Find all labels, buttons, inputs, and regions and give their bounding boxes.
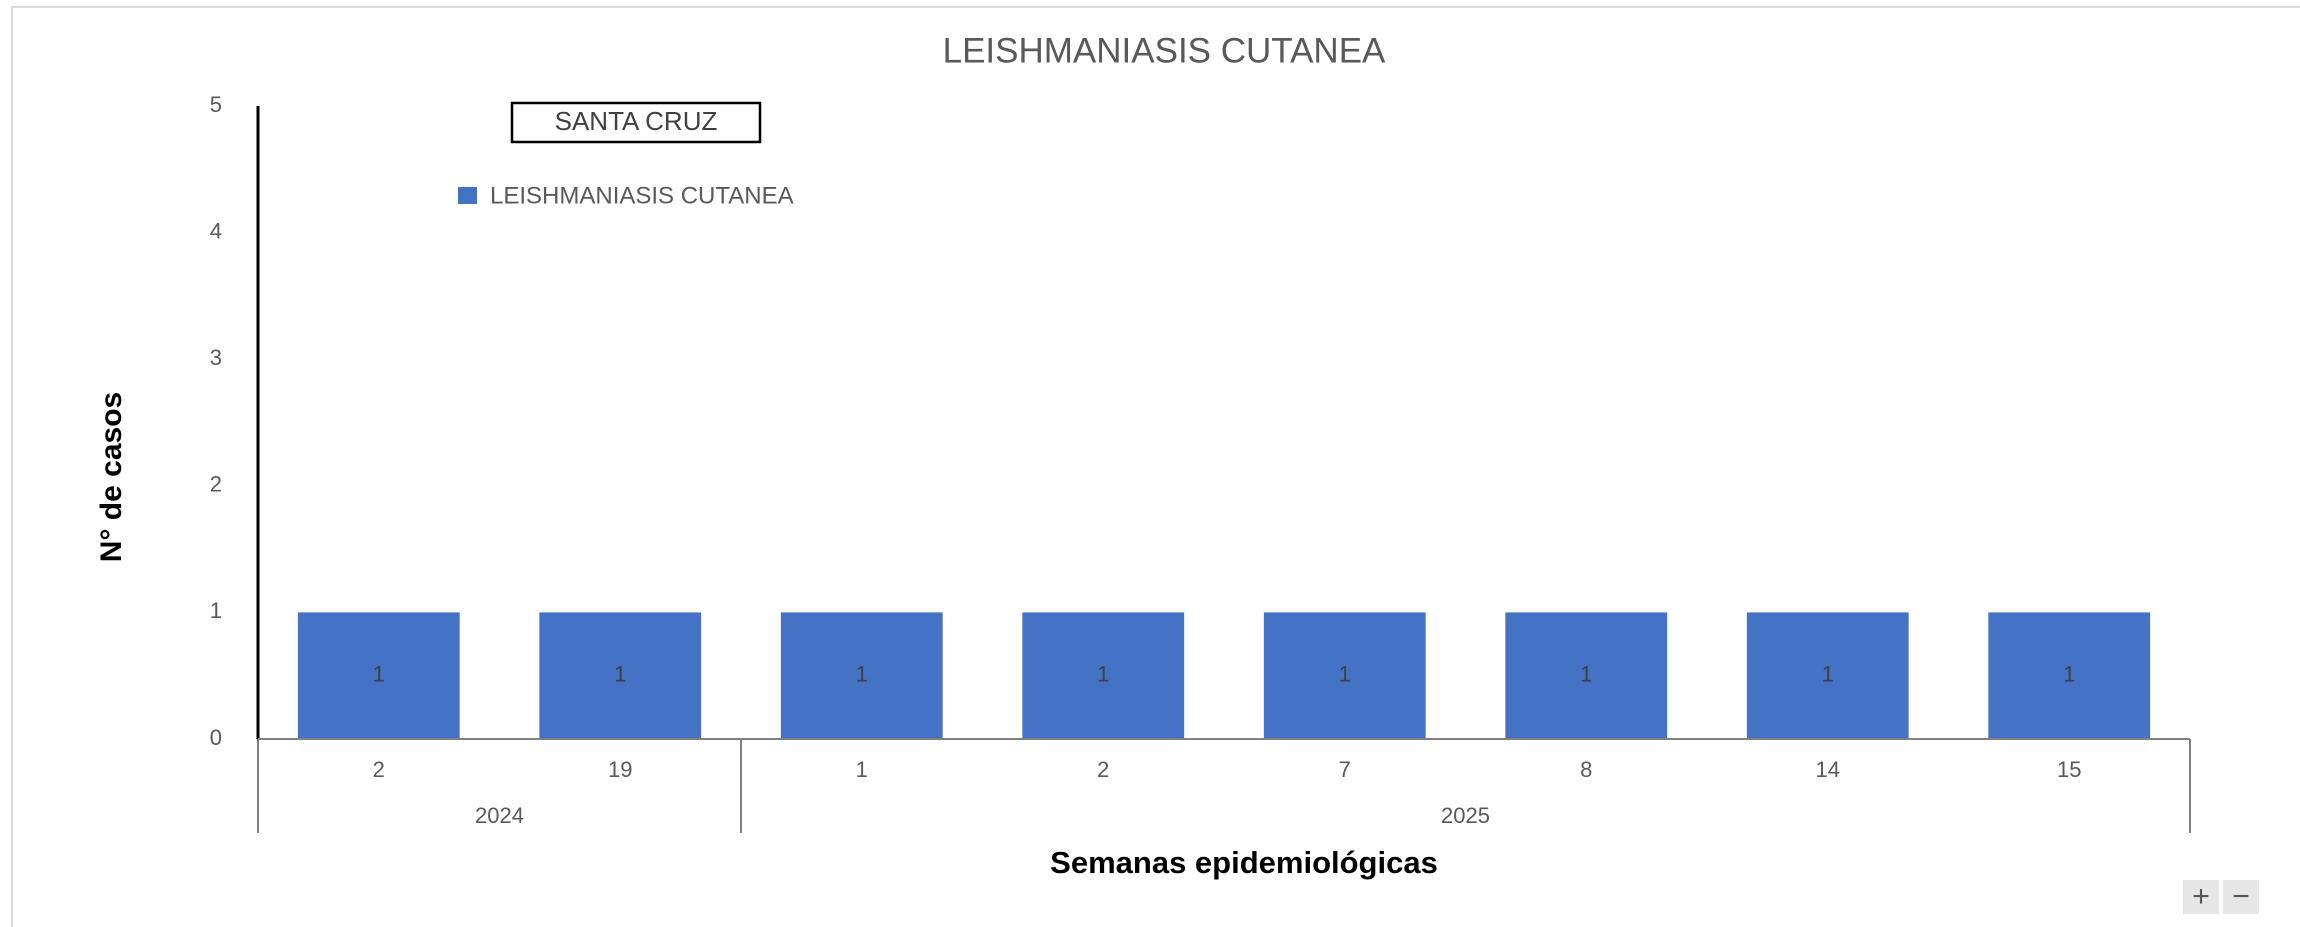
chart-frame <box>11 6 2300 927</box>
zoom-out[interactable]: − <box>2232 880 2250 913</box>
x-tick-label: 14 <box>1816 757 1840 782</box>
x-tick-label: 15 <box>2057 757 2081 782</box>
bar <box>297 612 460 739</box>
data-label: 1 <box>1580 662 1592 687</box>
data-label: 1 <box>1822 662 1834 687</box>
group-label: 2024 <box>475 803 524 828</box>
x-tick-label: 7 <box>1339 757 1351 782</box>
x-tick-label: 2 <box>1097 757 1109 782</box>
legend-swatch <box>458 187 477 204</box>
zoom-in[interactable]: + <box>2192 880 2210 913</box>
x-tick-label: 19 <box>608 757 632 782</box>
annotation-box <box>510 101 762 144</box>
data-label: 1 <box>1097 662 1109 687</box>
annotation: SANTA CRUZ <box>555 106 718 136</box>
bar <box>1022 612 1185 739</box>
x-axis-label: Semanas epidemiológicas <box>1050 845 1438 880</box>
x-tick-label: 8 <box>1580 757 1592 782</box>
y-tick-label: 4 <box>210 218 222 243</box>
bar <box>1988 612 2151 739</box>
bar <box>780 612 943 739</box>
x-tick-label: 1 <box>856 757 868 782</box>
data-label: 1 <box>373 662 385 687</box>
zoom-out-button[interactable] <box>2223 880 2259 914</box>
y-tick-label: 2 <box>210 472 222 497</box>
y-axis-label: N° de casos <box>95 392 128 562</box>
bar <box>1263 612 1426 739</box>
chart-title: LEISHMANIASIS CUTANEA <box>943 31 1386 70</box>
data-label: 1 <box>856 662 868 687</box>
legend-label: LEISHMANIASIS CUTANEA <box>490 182 794 209</box>
bar <box>539 612 702 739</box>
bar <box>1505 612 1668 739</box>
y-tick-label: 3 <box>210 345 222 370</box>
data-label: 1 <box>1339 662 1351 687</box>
data-label: 1 <box>2063 662 2075 687</box>
group-label: 2025 <box>1441 803 1490 828</box>
y-tick-label: 5 <box>210 92 222 117</box>
data-label: 1 <box>614 662 626 687</box>
x-tick-label: 2 <box>373 757 385 782</box>
zoom-in-button[interactable] <box>2183 880 2219 914</box>
y-tick-label: 0 <box>210 725 222 750</box>
bar <box>1746 612 1909 739</box>
y-tick-label: 1 <box>210 598 222 623</box>
